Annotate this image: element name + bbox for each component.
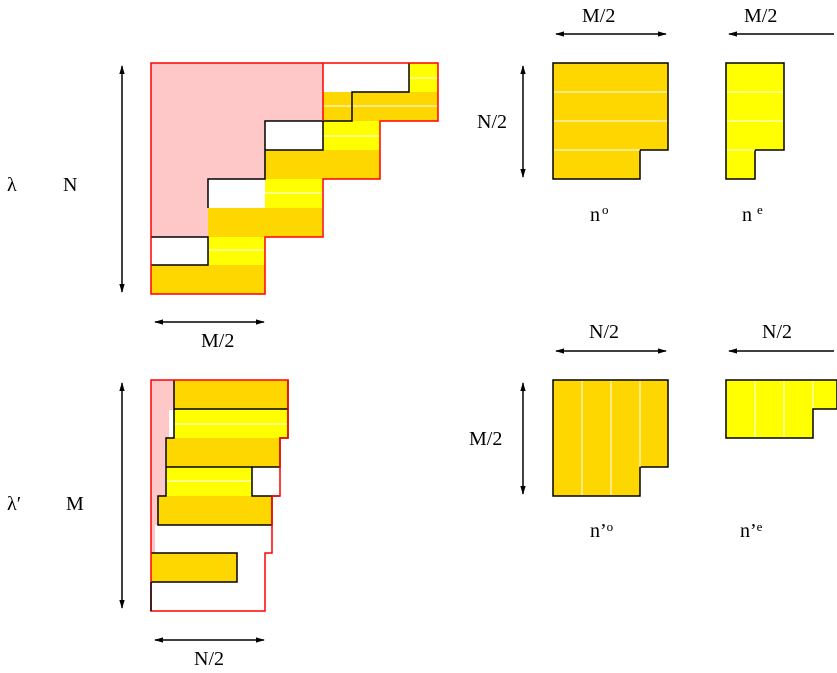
lambda-row-5 [265,150,380,179]
n-o-height-label: N/2 [477,111,507,133]
lambda-prime-red-outline [150,379,289,612]
n-prime-o-height-label: M/2 [469,428,502,450]
lambda-row-2 [208,237,265,265]
n-prime-e-shape [725,379,837,439]
n-prime-o-width-label: N/2 [589,321,619,343]
n-prime-o-block: N/2 M/2 n’o [469,321,669,542]
lambda-prime-pink-region [151,380,174,553]
lambda-black-steps-3 [323,63,410,122]
lambda-prime-row-3 [166,438,280,467]
lambda-prime-height-label: M [66,493,84,515]
lambda-black-steps-2 [207,120,324,208]
lambda-symbol: λ [7,174,17,196]
lambda-row-3 [208,208,322,237]
lambda-prime-row-1 [174,380,288,409]
lambda-pink-region [151,63,323,237]
lambda-prime-row-5 [158,496,272,525]
lambda-prime-row-6 [151,553,237,582]
lambda-prime-stripes [166,423,288,482]
lambda-prime-width-label: N/2 [194,648,224,670]
lambda-prime-symbol: λ′ [7,493,21,515]
lambda-width-label: M/2 [201,330,234,352]
lambda-prime-diagram: λ′ M N/2 [7,379,289,670]
lambda-black-steps [151,236,209,266]
lambda-height-label: N [63,174,77,196]
lambda-red-outline [150,62,439,295]
n-prime-e-width-label: N/2 [762,321,792,343]
n-prime-o-label: n’o [590,519,613,542]
lambda-row-1 [151,265,265,294]
lambda-stripes [208,77,438,251]
n-e-width-label: M/2 [744,5,777,27]
n-prime-e-label: n’e [740,519,763,542]
n-prime-e-block: N/2 n’e [725,321,837,542]
lambda-diagram: λ N M/2 [7,62,439,352]
n-o-width-label: M/2 [582,5,615,27]
